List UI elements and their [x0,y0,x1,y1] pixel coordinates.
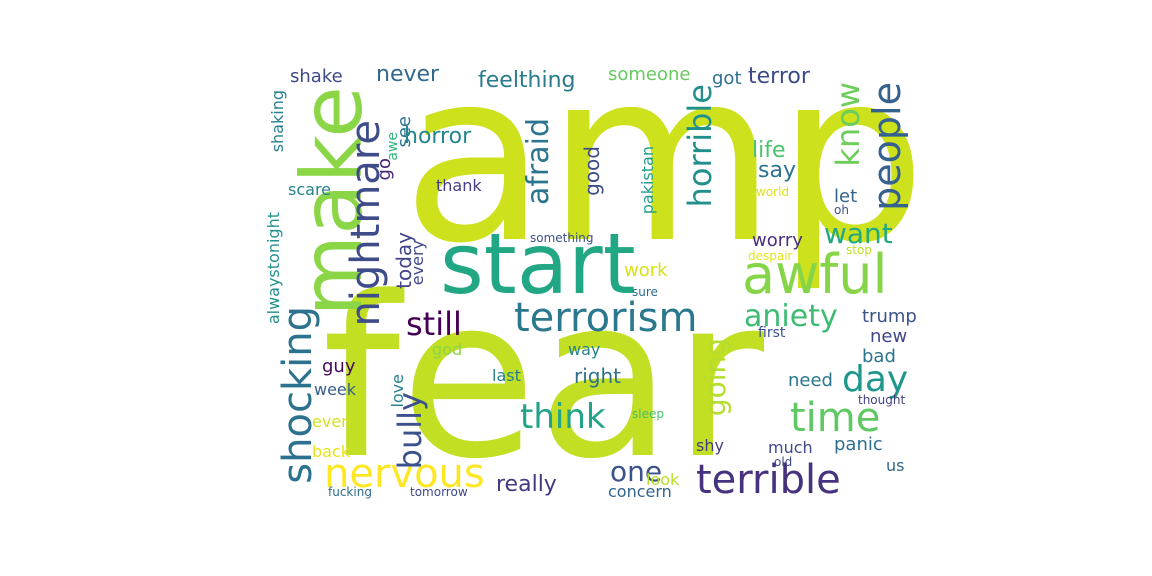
word-look: look [646,470,680,489]
word-much: much [768,438,813,457]
word-concern: concern [608,482,672,501]
word-sleep: sleep [632,407,664,421]
word-old: old [774,455,793,469]
word-thought: thought [858,393,906,407]
word-something: something [530,231,594,245]
word-aniety: aniety [744,299,838,334]
word-guy: guy [322,356,356,377]
word-terrible: terrible [696,457,841,503]
word-time: time [790,395,881,441]
word-need: need [788,370,833,391]
word-us: us [886,456,905,475]
word-back: back [312,442,351,461]
word-shy: shy [696,436,724,455]
word-got: got [712,68,742,89]
word-horrible: horrible [681,84,719,208]
word-really: really [496,472,557,497]
word-world: world [756,185,790,199]
word-still: still [406,305,462,343]
word-terrorism: terrorism [514,295,698,341]
word-even: even [312,412,352,431]
word-good: good [580,146,604,196]
word-oh: oh [834,203,849,217]
word-god: god [432,340,463,359]
word-thank: thank [436,176,482,195]
word-horror: horror [404,124,472,149]
word-new: new [870,326,908,347]
word-sure: sure [632,285,658,299]
word-life: life [752,138,786,163]
word-love: love [388,374,407,408]
word-scare: scare [288,180,332,199]
word-nightmare: nightmare [343,120,389,327]
word-start: start [440,215,636,313]
word-people: people [865,82,909,211]
word-bad: bad [862,346,896,367]
word-trump: trump [862,306,917,327]
word-feelthing: feelthing [478,68,576,93]
word-want: want [824,217,893,250]
word-last: last [492,366,521,385]
word-week: week [314,380,357,399]
word-fucking: fucking [328,485,372,499]
word-go: go [374,158,395,181]
word-first: first [758,325,786,341]
word-every: every [408,240,427,286]
word-worry: worry [752,230,803,251]
word-awe: awe [385,132,401,161]
word-let: let [834,186,858,207]
word-know: know [829,82,867,167]
word-way: way [568,340,601,359]
word-afraid: afraid [521,118,556,206]
word-day: day [842,359,909,400]
word-pakistan: pakistan [638,146,657,215]
word-stop: stop [846,243,872,257]
word-never: never [376,62,440,87]
word-shaking: shaking [268,90,287,153]
word-amp: amp [402,62,924,295]
word-despair: despair [748,249,793,263]
word-alwaystonight: alwaystonight [264,212,283,325]
word-going: going [699,338,732,417]
word-fear: fear [322,250,765,506]
word-someone: someone [608,64,691,85]
word-think: think [520,397,606,437]
word-tomorrow: tomorrow [410,485,468,499]
word-awful: awful [742,243,888,306]
word-nervous: nervous [324,451,485,497]
word-shake: shake [290,66,343,87]
word-one: one [610,455,663,488]
word-cloud: amp fear start make awful terrorism terr… [264,62,924,506]
word-say: say [758,158,796,183]
word-terror: terror [748,64,810,89]
word-right: right [574,364,621,388]
word-panic: panic [834,434,883,455]
word-work: work [624,260,668,281]
